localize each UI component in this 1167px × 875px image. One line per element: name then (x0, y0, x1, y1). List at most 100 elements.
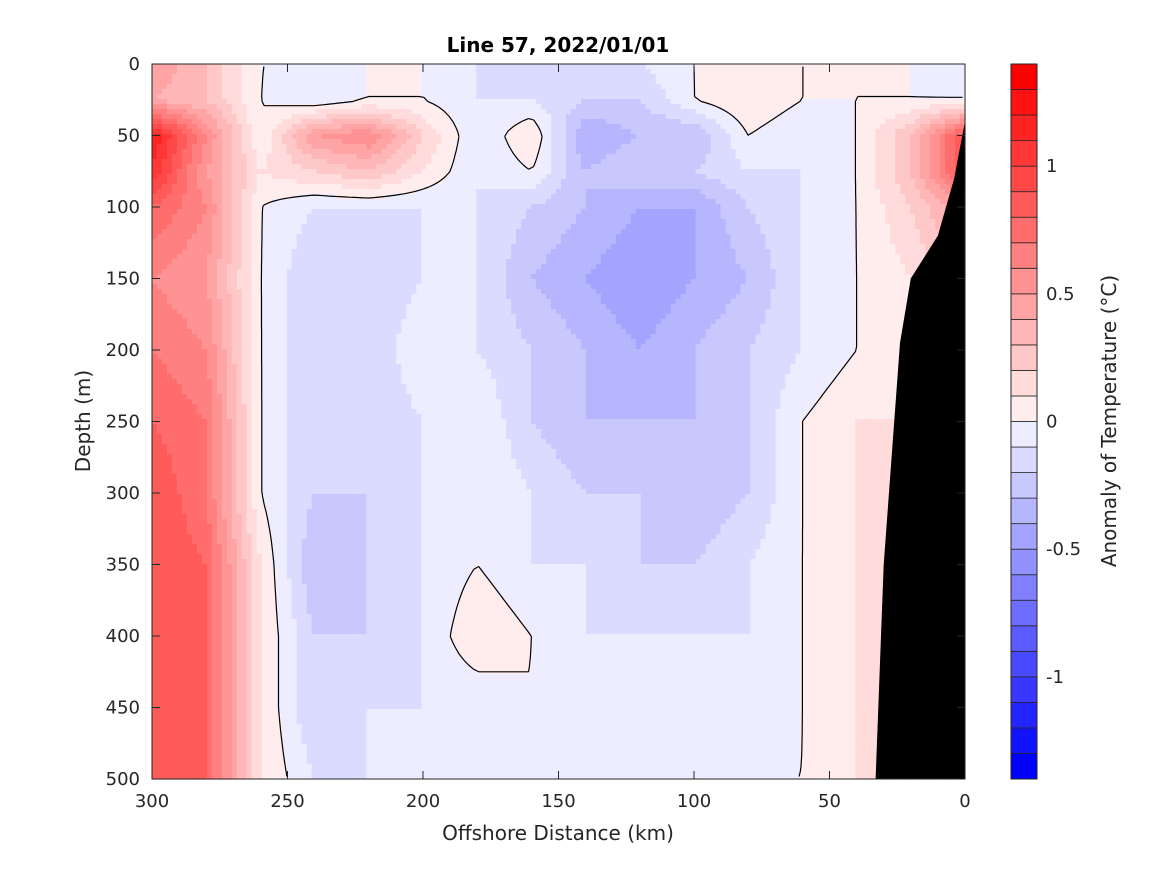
contour-cell (690, 194, 697, 200)
contour-cell (755, 69, 762, 75)
contour-cell (256, 104, 263, 110)
contour-cell (875, 79, 881, 85)
contour-cell (885, 104, 891, 110)
contour-cell (585, 199, 592, 205)
contour-cell (506, 179, 512, 185)
contour-cell (161, 154, 168, 160)
contour-cell (306, 64, 313, 70)
contour-cell (845, 64, 851, 70)
contour-cell (700, 149, 707, 155)
contour-cell (670, 209, 677, 215)
contour-cell (835, 149, 841, 155)
contour-cell (386, 99, 393, 105)
contour-cell (491, 179, 497, 185)
contour-cell (845, 124, 851, 130)
contour-cell (630, 114, 637, 120)
contour-cell (336, 189, 343, 195)
contour-cell (256, 189, 263, 195)
contour-cell (630, 154, 637, 160)
contour-cell (910, 144, 916, 150)
contour-cell (306, 189, 313, 195)
contour-cell (286, 159, 293, 165)
contour-cell (745, 149, 752, 155)
contour-cell (945, 159, 951, 165)
contour-cell (905, 144, 911, 150)
contour-cell (685, 104, 692, 110)
contour-cell (361, 99, 368, 105)
contour-cell (291, 109, 298, 115)
contour-cell (156, 189, 163, 195)
contour-cell (815, 69, 821, 75)
contour-cell (600, 89, 607, 95)
contour-cell (256, 99, 263, 105)
contour-cell (191, 164, 198, 170)
contour-cell (176, 174, 183, 180)
contour-cell (531, 84, 537, 90)
contour-cell (356, 144, 363, 150)
contour-cell (910, 124, 916, 130)
contour-cell (451, 204, 457, 210)
contour-cell (441, 154, 447, 160)
contour-cell (880, 154, 886, 160)
contour-cell (710, 109, 717, 115)
contour-cell (560, 124, 567, 130)
contour-cell (570, 69, 577, 75)
contour-cell (660, 184, 667, 190)
contour-cell (745, 109, 752, 115)
contour-cell (336, 149, 343, 155)
contour-cell (421, 114, 427, 120)
contour-cell (830, 124, 836, 130)
contour-cell (855, 189, 861, 195)
contour-cell (860, 84, 866, 90)
contour-cell (695, 69, 702, 75)
contour-cell (760, 144, 767, 150)
contour-cell (805, 174, 811, 180)
contour-cell (920, 139, 926, 145)
contour-cell (511, 154, 517, 160)
contour-cell (356, 124, 363, 130)
contour-cell (855, 119, 861, 125)
contour-cell (421, 94, 427, 100)
contour-cell (176, 169, 183, 175)
contour-cell (261, 79, 268, 85)
contour-cell (635, 69, 642, 75)
contour-cell (890, 89, 896, 95)
contour-cell (935, 199, 941, 205)
contour-cell (401, 174, 407, 180)
contour-cell (296, 124, 303, 130)
contour-cell (825, 79, 831, 85)
contour-cell (496, 114, 502, 120)
contour-cell (895, 139, 901, 145)
contour-cell (625, 74, 632, 80)
contour-cell (261, 159, 268, 165)
contour-cell (625, 149, 632, 155)
contour-cell (925, 124, 931, 130)
contour-cell (436, 144, 442, 150)
contour-cell (496, 189, 502, 195)
contour-cell (271, 104, 278, 110)
contour-cell (860, 179, 866, 185)
contour-cell (236, 209, 243, 215)
contour-cell (191, 114, 198, 120)
contour-cell (536, 194, 542, 200)
contour-cell (680, 104, 687, 110)
contour-cell (845, 164, 851, 170)
contour-cell (501, 159, 507, 165)
contour-cell (341, 134, 348, 140)
contour-cell (710, 119, 717, 125)
contour-cell (650, 134, 657, 140)
contour-cell (795, 124, 802, 130)
contour-cell (501, 139, 507, 145)
contour-cell (306, 74, 313, 80)
contour-cell (446, 124, 452, 130)
contour-cell (820, 179, 826, 185)
contour-cell (531, 179, 537, 185)
contour-cell (620, 159, 627, 165)
contour-cell (366, 184, 373, 190)
contour-cell (216, 139, 223, 145)
contour-cell (880, 209, 886, 215)
contour-cell (346, 209, 353, 215)
contour-cell (590, 109, 597, 115)
contour-cell (321, 174, 328, 180)
contour-cell (186, 154, 193, 160)
